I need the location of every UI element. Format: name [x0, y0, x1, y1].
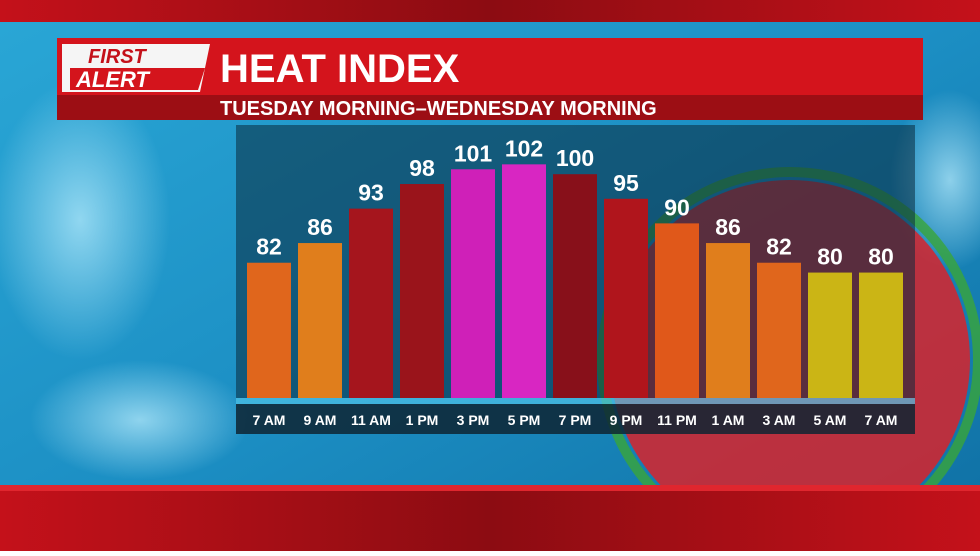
value-label: 86 [715, 214, 741, 240]
value-label: 100 [556, 145, 594, 171]
logo-text: FIRST [88, 46, 148, 68]
bar [655, 223, 699, 398]
bar [808, 272, 852, 398]
bar [706, 243, 750, 398]
value-label: 80 [868, 244, 894, 270]
bar [451, 169, 495, 398]
bottom-band [0, 485, 980, 551]
x-tick-label: 1 PM [406, 412, 439, 428]
bar [757, 262, 801, 398]
bar [553, 174, 597, 398]
value-label: 82 [256, 234, 282, 260]
bar [502, 164, 546, 398]
top-band [0, 0, 980, 22]
baseline [236, 398, 915, 404]
x-tick-label: 5 PM [508, 412, 541, 428]
x-tick-label: 7 PM [559, 412, 592, 428]
x-tick-label: 5 AM [814, 412, 847, 428]
value-label: 86 [307, 214, 333, 240]
chart-subtitle: TUESDAY MORNING–WEDNESDAY MORNING [220, 98, 657, 120]
bar [604, 198, 648, 398]
bar [349, 208, 393, 398]
bar [247, 262, 291, 398]
logo-red [70, 68, 205, 90]
value-label: 82 [766, 234, 792, 260]
water-glint [0, 80, 170, 360]
bottom-stripe [0, 485, 980, 491]
x-tick-label: 7 AM [865, 412, 898, 428]
x-tick-label: 9 AM [304, 412, 337, 428]
x-tick-label: 9 PM [610, 412, 643, 428]
value-label: 95 [613, 170, 639, 196]
chart-title: HEAT INDEX [220, 47, 460, 91]
bar [298, 243, 342, 398]
subtitle-bar [57, 95, 923, 120]
value-label: 101 [454, 140, 493, 166]
x-tick-label: 3 AM [763, 412, 796, 428]
water-glint [30, 360, 250, 480]
x-tick-label: 1 AM [712, 412, 745, 428]
bar [400, 184, 444, 398]
x-tick-label: 7 AM [253, 412, 286, 428]
x-tick-label: 11 PM [657, 412, 697, 428]
value-label: 93 [358, 180, 384, 206]
x-tick-label: 11 AM [351, 412, 391, 428]
value-label: 98 [409, 155, 435, 181]
bar [859, 272, 903, 398]
value-label: 80 [817, 244, 843, 270]
x-tick-label: 3 PM [457, 412, 490, 428]
value-label: 90 [664, 194, 690, 220]
logo-text: ALERT [75, 67, 150, 92]
value-label: 102 [505, 135, 543, 161]
label-strip [236, 404, 915, 434]
